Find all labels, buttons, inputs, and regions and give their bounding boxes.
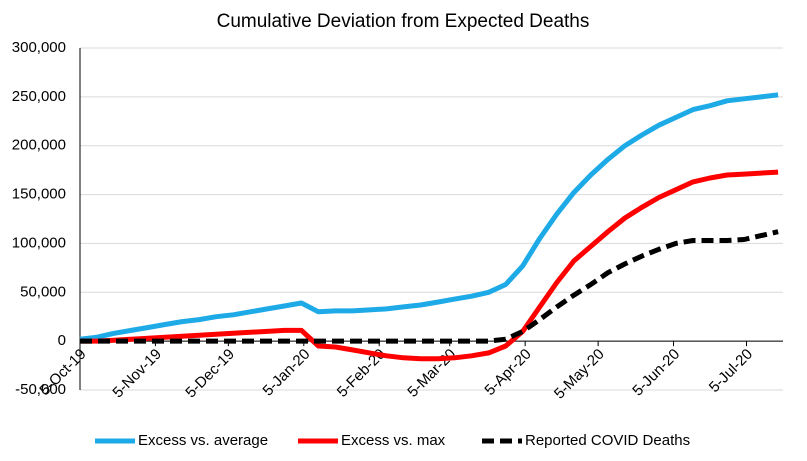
- x-tick-label: 5-Mar-20: [404, 346, 459, 401]
- y-tick-label: 300,000: [12, 39, 66, 56]
- x-tick-label: 5-Jun-20: [629, 346, 683, 400]
- x-tick-label: 5-Jul-20: [706, 346, 756, 396]
- chart-title: Cumulative Deviation from Expected Death…: [217, 11, 590, 32]
- legend-label: Excess vs. average: [138, 432, 268, 449]
- series-line: [79, 92, 779, 342]
- y-tick-label: 250,000: [12, 88, 66, 105]
- y-tick-label: -50,000: [15, 381, 66, 398]
- y-tick-label: 200,000: [12, 137, 66, 154]
- y-tick-label: 50,000: [20, 283, 66, 300]
- x-tick-label: 5-Jan-20: [260, 346, 314, 400]
- y-tick-label: 100,000: [12, 234, 66, 251]
- x-tick-label: 5-Nov-19: [109, 346, 165, 402]
- series-line: [80, 229, 779, 344]
- series-line: [80, 169, 779, 362]
- legend-label: Excess vs. max: [341, 432, 446, 449]
- y-tick-label: 150,000: [12, 186, 66, 203]
- x-tick-label: 5-May-20: [551, 346, 608, 403]
- legend-label: Reported COVID Deaths: [525, 432, 690, 449]
- y-tick-label: 0: [58, 332, 66, 349]
- x-tick-label: 5-Dec-19: [182, 346, 238, 402]
